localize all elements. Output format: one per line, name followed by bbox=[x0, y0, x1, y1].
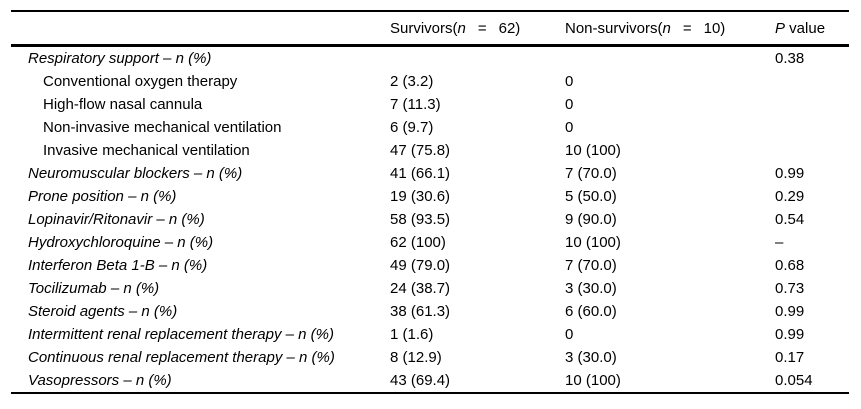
non-survivors-value: 0 bbox=[565, 325, 574, 343]
non-survivors-value: 0 bbox=[565, 118, 574, 136]
header-non-survivors: Non-survivors(n = 10) bbox=[565, 20, 775, 37]
header-non-survivors-prefix: Non-survivors( bbox=[565, 19, 663, 37]
table-top-rule bbox=[11, 10, 849, 12]
survivors-value: 6 (9.7) bbox=[390, 118, 434, 136]
non-survivors-value: 10 (100) bbox=[565, 371, 621, 389]
table-row: Conventional oxygen therapy 2 (3.2) 0 bbox=[11, 70, 849, 93]
row-label: Respiratory support – n (%) bbox=[28, 49, 212, 67]
table-row: Prone position – n (%) 19 (30.6) 5 (50.0… bbox=[11, 185, 849, 208]
p-value: 0.68 bbox=[775, 256, 805, 274]
non-survivors-value: 7 (70.0) bbox=[565, 256, 617, 274]
row-label: Vasopressors – n (%) bbox=[28, 371, 172, 389]
table-header-rule bbox=[11, 44, 849, 47]
p-value: 0.29 bbox=[775, 187, 805, 205]
header-survivors-equals: = bbox=[477, 19, 487, 37]
table-header-row: Survivors(n = 62) Non-survivors(n = 10) P va… bbox=[11, 12, 849, 44]
row-label: Prone position – n (%) bbox=[28, 187, 177, 205]
table-row: Lopinavir/Ritonavir – n (%) 58 (93.5) 9 … bbox=[11, 208, 849, 231]
non-survivors-value: 0 bbox=[565, 95, 574, 113]
header-survivors-prefix: Survivors( bbox=[390, 19, 458, 37]
non-survivors-value: 3 (30.0) bbox=[565, 279, 617, 297]
non-survivors-value: 9 (90.0) bbox=[565, 210, 617, 228]
header-non-survivors-equals: = bbox=[682, 19, 692, 37]
p-value: 0.17 bbox=[775, 348, 805, 366]
row-label: High-flow nasal cannula bbox=[43, 95, 203, 113]
survivors-value: 1 (1.6) bbox=[390, 325, 434, 343]
p-value: 0.38 bbox=[775, 49, 805, 67]
survivors-value: 41 (66.1) bbox=[390, 164, 451, 182]
non-survivors-value: 5 (50.0) bbox=[565, 187, 617, 205]
header-survivors-count: 62) bbox=[498, 19, 521, 37]
table-row: High-flow nasal cannula 7 (11.3) 0 bbox=[11, 93, 849, 116]
table-body: Respiratory support – n (%) 0.38 Convent… bbox=[11, 47, 849, 392]
header-p-italic: P bbox=[775, 19, 786, 37]
row-label: Invasive mechanical ventilation bbox=[43, 141, 250, 159]
survivors-value: 47 (75.8) bbox=[390, 141, 451, 159]
survivors-value: 2 (3.2) bbox=[390, 72, 434, 90]
header-non-survivors-n: n bbox=[662, 19, 671, 37]
header-non-survivors-count: 10) bbox=[703, 19, 726, 37]
row-label: Interferon Beta 1-B – n (%) bbox=[28, 256, 208, 274]
row-label: Hydroxychloroquine – n (%) bbox=[28, 233, 214, 251]
p-value: 0.99 bbox=[775, 164, 805, 182]
survivors-value: 58 (93.5) bbox=[390, 210, 451, 228]
p-value: 0.99 bbox=[775, 325, 805, 343]
survivors-value: 62 (100) bbox=[390, 233, 446, 251]
non-survivors-value: 6 (60.0) bbox=[565, 302, 617, 320]
survivors-value: 43 (69.4) bbox=[390, 371, 451, 389]
table-row: Hydroxychloroquine – n (%) 62 (100) 10 (… bbox=[11, 231, 849, 254]
row-label: Steroid agents – n (%) bbox=[28, 302, 178, 320]
table-row: Neuromuscular blockers – n (%) 41 (66.1)… bbox=[11, 162, 849, 185]
survivors-value: 8 (12.9) bbox=[390, 348, 442, 366]
row-label: Neuromuscular blockers – n (%) bbox=[28, 164, 243, 182]
table-row: Respiratory support – n (%) 0.38 bbox=[11, 47, 849, 70]
table-row: Interferon Beta 1-B – n (%) 49 (79.0) 7 … bbox=[11, 254, 849, 277]
non-survivors-value: 0 bbox=[565, 72, 574, 90]
p-value: 0.99 bbox=[775, 302, 805, 320]
non-survivors-value: 10 (100) bbox=[565, 141, 621, 159]
p-value: – bbox=[775, 233, 784, 251]
row-label: Continuous renal replacement therapy – n… bbox=[28, 348, 335, 366]
row-label: Non-invasive mechanical ventilation bbox=[43, 118, 282, 136]
header-p-value: P value bbox=[775, 20, 849, 37]
row-label: Conventional oxygen therapy bbox=[43, 72, 238, 90]
table-row: Tocilizumab – n (%) 24 (38.7) 3 (30.0) 0… bbox=[11, 277, 849, 300]
non-survivors-value: 7 (70.0) bbox=[565, 164, 617, 182]
row-label: Tocilizumab – n (%) bbox=[28, 279, 160, 297]
survivors-value: 24 (38.7) bbox=[390, 279, 451, 297]
row-label: Intermittent renal replacement therapy –… bbox=[28, 325, 334, 343]
header-survivors: Survivors(n = 62) bbox=[390, 20, 565, 37]
survivors-value: 19 (30.6) bbox=[390, 187, 451, 205]
treatments-table: Survivors(n = 62) Non-survivors(n = 10) P va… bbox=[11, 10, 849, 394]
header-survivors-n: n bbox=[457, 19, 466, 37]
non-survivors-value: 3 (30.0) bbox=[565, 348, 617, 366]
row-label: Lopinavir/Ritonavir – n (%) bbox=[28, 210, 205, 228]
table-row: Vasopressors – n (%) 43 (69.4) 10 (100) … bbox=[11, 369, 849, 392]
p-value: 0.73 bbox=[775, 279, 805, 297]
table-row: Non-invasive mechanical ventilation 6 (9… bbox=[11, 116, 849, 139]
p-value: 0.054 bbox=[775, 371, 813, 389]
header-p-rest: value bbox=[785, 19, 826, 37]
table-row: Steroid agents – n (%) 38 (61.3) 6 (60.0… bbox=[11, 300, 849, 323]
survivors-value: 38 (61.3) bbox=[390, 302, 451, 320]
survivors-value: 7 (11.3) bbox=[390, 95, 441, 113]
table-bottom-rule bbox=[11, 391, 849, 394]
table-row: Invasive mechanical ventilation 47 (75.8… bbox=[11, 139, 849, 162]
p-value: 0.54 bbox=[775, 210, 805, 228]
non-survivors-value: 10 (100) bbox=[565, 233, 621, 251]
table-row: Continuous renal replacement therapy – n… bbox=[11, 346, 849, 369]
survivors-value: 49 (79.0) bbox=[390, 256, 451, 274]
table-row: Intermittent renal replacement therapy –… bbox=[11, 323, 849, 346]
